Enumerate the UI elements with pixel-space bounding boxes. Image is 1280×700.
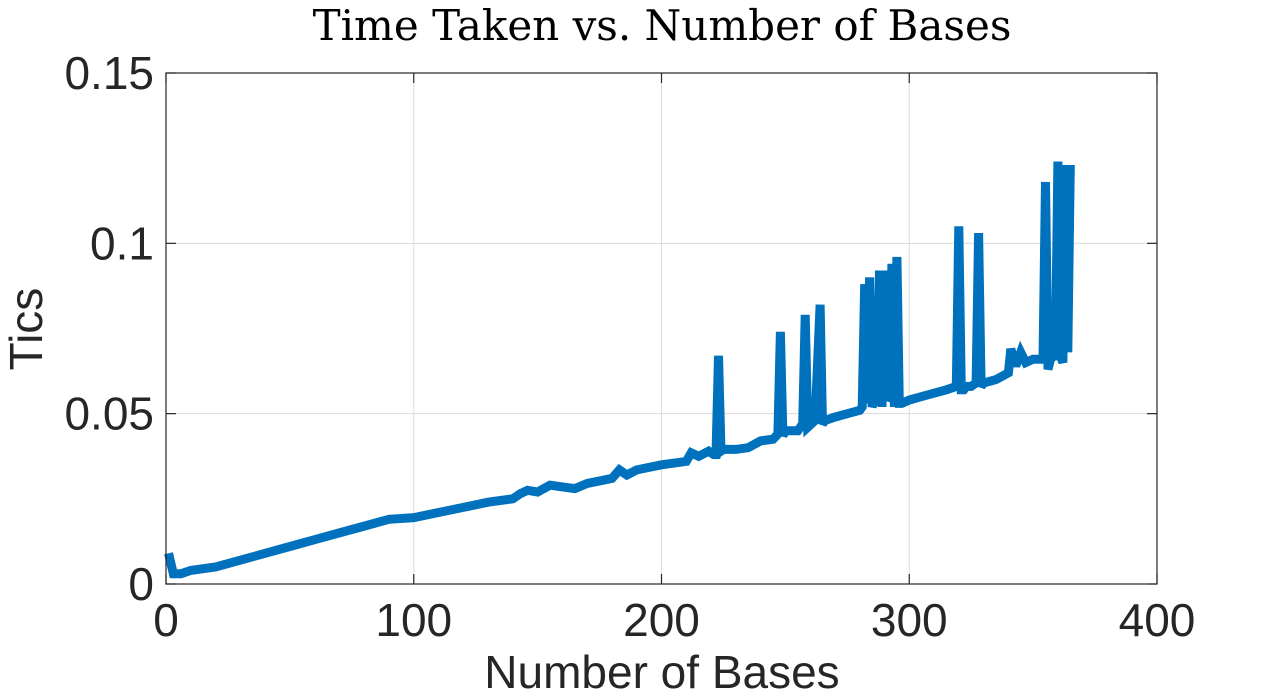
x-tick-label: 0: [153, 594, 179, 646]
y-tick-label: 0.1: [90, 217, 154, 269]
series-layer: [164, 161, 1075, 579]
x-axis-label: Number of Bases: [484, 646, 839, 698]
x-tick-label: 100: [375, 594, 452, 646]
y-tick-label: 0: [128, 558, 154, 610]
y-tick-label: 0.15: [64, 47, 154, 99]
series-line: [164, 161, 1075, 579]
x-tick-label: 300: [871, 594, 948, 646]
y-axis-label: Tics: [0, 288, 52, 371]
tick-marks: [165, 72, 1158, 585]
tick-labels: 0 100 200 300 400 0 0.05 0.1 0.15: [64, 47, 1195, 646]
x-tick-label: 200: [623, 594, 700, 646]
chart-title: Time Taken vs. Number of Bases: [313, 1, 1012, 50]
y-tick-label: 0.05: [64, 388, 154, 440]
x-tick-label: 400: [1119, 594, 1196, 646]
grid: [165, 72, 1158, 585]
